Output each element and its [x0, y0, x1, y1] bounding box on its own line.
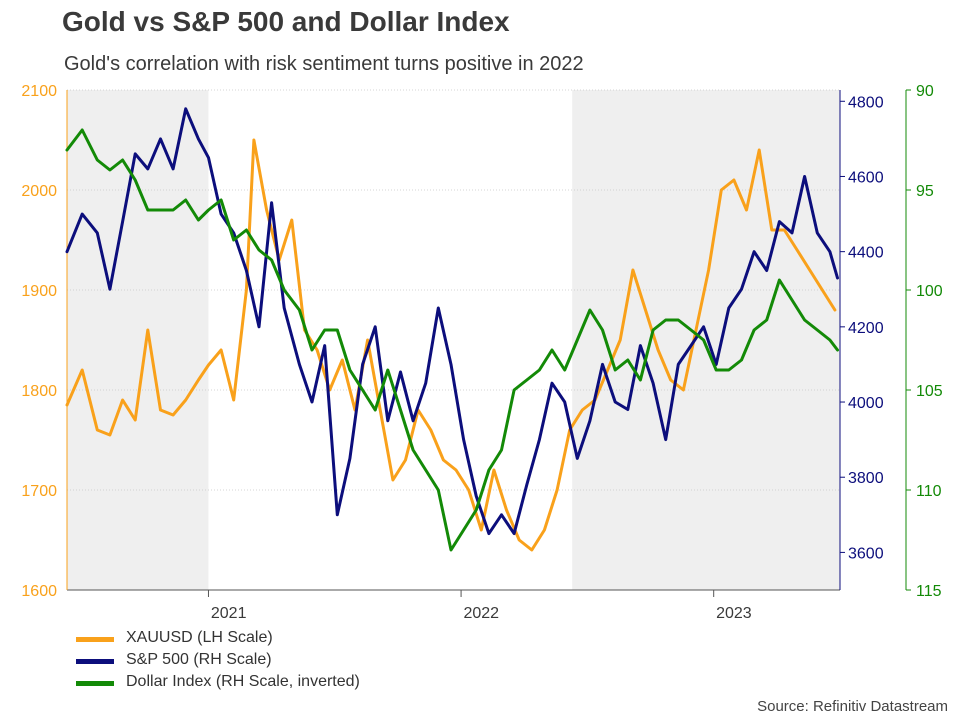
right2-tick-label-3: 105 [916, 383, 943, 400]
legend-swatch-dxy [76, 681, 114, 686]
shaded-period-1 [572, 90, 840, 590]
legend-swatch-gold [76, 637, 114, 642]
right1-tick-label-5: 4600 [848, 169, 884, 186]
x-tick-label-1: 2022 [463, 605, 499, 622]
right2-tick-label-0: 90 [916, 83, 934, 100]
legend-label-dxy: Dollar Index (RH Scale, inverted) [126, 673, 360, 690]
right1-tick-label-1: 3800 [848, 470, 884, 487]
left-tick-label-5: 2100 [21, 83, 57, 100]
series-line-gold [65, 138, 837, 552]
right1-tick-label-2: 4000 [848, 395, 884, 412]
x-tick-label-0: 2021 [211, 605, 247, 622]
left-tick-label-4: 2000 [21, 183, 57, 200]
right2-tick-label-1: 95 [916, 183, 934, 200]
x-tick-label-2: 2023 [716, 605, 752, 622]
source-note: Source: Refinitiv Datastream [757, 698, 948, 715]
right1-tick-label-4: 4400 [848, 245, 884, 262]
legend-label-gold: XAUUSD (LH Scale) [126, 629, 273, 646]
left-tick-label-0: 1600 [21, 583, 57, 600]
left-tick-label-3: 1900 [21, 283, 57, 300]
chart-title: Gold vs S&P 500 and Dollar Index [62, 6, 510, 37]
legend-label-spx: S&P 500 (RH Scale) [126, 651, 272, 668]
right2-tick-label-5: 115 [916, 583, 942, 600]
legend-swatch-spx [76, 659, 114, 664]
right1-tick-label-0: 3600 [848, 545, 884, 562]
left-tick-label-1: 1700 [21, 483, 57, 500]
right2-tick-label-4: 110 [916, 483, 942, 500]
right1-tick-label-6: 4800 [848, 94, 884, 111]
series-line-dxy [65, 128, 839, 552]
series-line-spx [65, 107, 839, 536]
chart-subtitle: Gold's correlation with risk sentiment t… [64, 53, 584, 75]
left-tick-label-2: 1800 [21, 383, 57, 400]
right2-tick-label-2: 100 [916, 283, 943, 300]
shaded-period-0 [67, 90, 209, 590]
right1-tick-label-3: 4200 [848, 320, 884, 337]
